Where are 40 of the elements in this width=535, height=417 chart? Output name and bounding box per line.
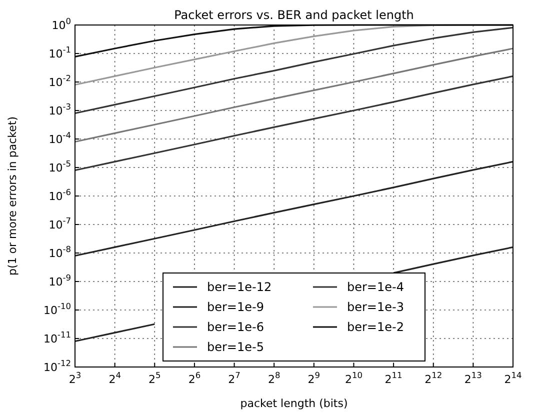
x-tick-label: 2$^{14}$ (504, 370, 522, 386)
y-tick-label: 10$^{-7}$ (48, 216, 71, 232)
line-series (75, 48, 513, 143)
x-tick-label: 2$^{3}$ (68, 370, 82, 386)
y-tick-label: 10$^{-9}$ (48, 272, 71, 288)
y-tick-label: 10$^{-1}$ (48, 44, 71, 60)
chart-title: Packet errors vs. BER and packet length (174, 8, 414, 22)
y-tick-label: 10$^{-2}$ (48, 73, 71, 89)
x-tick-label: 2$^{4}$ (108, 370, 121, 386)
x-tick-label: 2$^{11}$ (384, 370, 402, 386)
x-tick-label: 2$^{8}$ (268, 370, 280, 386)
x-tick-label: 2$^{6}$ (188, 370, 201, 386)
line-series (75, 24, 513, 58)
y-tick-label: 10$^{-12}$ (44, 358, 71, 374)
legend-label: ber=1e-6 (207, 320, 264, 334)
y-tick-label: 10$^{-8}$ (48, 244, 71, 260)
x-tick-label: 2$^{7}$ (228, 370, 240, 386)
legend-label: ber=1e-5 (207, 340, 264, 354)
legend-label: ber=1e-2 (347, 320, 404, 334)
x-tick-label: 2$^{9}$ (308, 370, 320, 386)
legend-label: ber=1e-4 (347, 280, 404, 294)
legend-label: ber=1e-12 (207, 280, 272, 294)
y-tick-label: 10$^{-11}$ (44, 330, 71, 346)
y-tick-label: 10$^{-10}$ (44, 301, 71, 317)
x-axis-title: packet length (bits) (240, 397, 348, 410)
line-series (75, 75, 513, 172)
y-tick-label: 10$^{-3}$ (48, 102, 71, 118)
legend-label: ber=1e-3 (347, 300, 404, 314)
y-axis-title: p(1 or more errors in packet) (6, 116, 19, 276)
x-tick-label: 2$^{10}$ (344, 370, 362, 386)
y-tick-label: 10$^{0}$ (52, 16, 71, 32)
y-tick-label: 10$^{-6}$ (48, 187, 71, 203)
x-tick-label: 2$^{5}$ (148, 370, 161, 386)
line-series (75, 26, 513, 114)
legend-label: ber=1e-9 (207, 300, 264, 314)
line-series (75, 160, 513, 257)
x-tick-label: 2$^{12}$ (424, 370, 442, 386)
y-tick-label: 10$^{-4}$ (48, 130, 71, 146)
y-tick-label: 10$^{-5}$ (48, 158, 71, 174)
x-tick-label: 2$^{13}$ (464, 370, 482, 386)
